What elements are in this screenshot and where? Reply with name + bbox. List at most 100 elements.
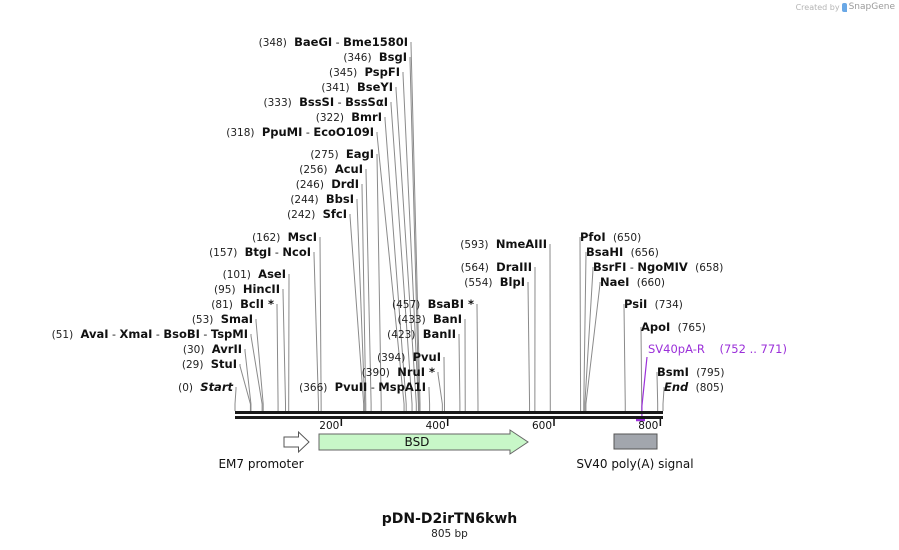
restriction-site-label[interactable]: (593) NmeAIII <box>460 237 547 251</box>
enzyme-name: BsaHI <box>586 245 623 259</box>
ruler-tick-label: 200 <box>319 420 339 432</box>
enzyme-name: ApoI <box>641 320 670 334</box>
enzyme-name: PfoI <box>580 230 606 244</box>
restriction-site-label[interactable]: (457) BsaBI * <box>392 297 474 311</box>
restriction-site-label[interactable]: (275) EagI <box>310 147 374 161</box>
ruler-bottom-strand <box>235 416 663 419</box>
primer-sv40pa-r[interactable]: SV40pA-R (752 .. 771) <box>636 342 787 422</box>
restriction-site-label[interactable]: NaeI (660) <box>600 275 665 289</box>
restriction-site-label[interactable]: (318) PpuMI - EcoO109I <box>226 125 374 139</box>
restriction-site-label[interactable]: (244) BbsI <box>290 192 354 206</box>
restriction-site-label[interactable]: (423) BanII <box>387 327 456 341</box>
restriction-site-label[interactable]: ApoI (765) <box>641 320 706 334</box>
feature-polyA[interactable]: SV40 poly(A) signal <box>576 433 694 471</box>
svg-text:(394) PvuI: (394) PvuI <box>377 350 441 364</box>
site-position: (341) <box>321 82 349 94</box>
svg-text:(564) DraIII: (564) DraIII <box>461 260 532 274</box>
site-position: (805) <box>696 382 724 394</box>
restriction-site-label[interactable]: (30) AvrII <box>183 342 242 356</box>
restriction-site-label[interactable]: (341) BseYI <box>321 80 393 94</box>
svg-text:(157) BtgI - NcoI: (157) BtgI - NcoI <box>209 245 311 259</box>
enzyme-name: BtgI <box>245 245 272 259</box>
ruler-tick-label: 800 <box>638 420 658 432</box>
cut-site-line <box>395 87 417 411</box>
site-position: (423) <box>387 329 415 341</box>
restriction-site-label[interactable]: BsaHI (656) <box>586 245 659 259</box>
restriction-site-label[interactable]: (0) Start <box>178 380 233 394</box>
enzyme-name: BsoBI <box>163 327 200 341</box>
enzyme-name: BaeGI <box>294 35 332 49</box>
restriction-site-label[interactable]: BsmI (795) <box>657 365 724 379</box>
site-position: (345) <box>329 67 357 79</box>
cut-site-line <box>390 102 413 411</box>
credit-brand: SnapGene <box>848 2 895 12</box>
enzyme-name: BclI * <box>240 297 274 311</box>
site-position: (81) <box>211 299 233 311</box>
restriction-site-label[interactable]: End (805) <box>664 380 724 394</box>
restriction-site-label[interactable]: (346) BsgI <box>343 50 407 64</box>
restriction-site-label[interactable]: (345) PspFI <box>329 65 400 79</box>
primer-line <box>641 356 648 420</box>
cut-site-line <box>527 282 531 411</box>
cut-site-line <box>356 199 366 411</box>
site-position: (765) <box>678 322 706 334</box>
svg-text:(242) SfcI: (242) SfcI <box>287 207 347 221</box>
site-position: (348) <box>259 37 287 49</box>
restriction-site-label[interactable]: (81) BclI * <box>211 297 274 311</box>
site-position: (0) <box>178 382 193 394</box>
site-position: (157) <box>209 247 237 259</box>
restriction-site-label[interactable]: (95) HincII <box>214 282 280 296</box>
restriction-site-label[interactable]: (564) DraIII <box>461 260 532 274</box>
restriction-site-label[interactable]: (322) BmrI <box>316 110 382 124</box>
enzyme-name: EagI <box>346 147 374 161</box>
enzyme-name: NmeAIII <box>496 237 547 251</box>
site-position: (333) <box>264 97 292 109</box>
enzyme-name: StuI <box>211 357 237 371</box>
restriction-site-label[interactable]: PsiI (734) <box>624 297 683 311</box>
cut-site-line <box>244 349 252 411</box>
enzyme-name: TspMI <box>211 327 248 341</box>
svg-text:(51) AvaI - XmaI - BsoBI: (51) AvaI - XmaI - BsoBI - TspMI <box>52 327 248 341</box>
restriction-site-label[interactable]: (157) BtgI - NcoI <box>209 245 311 259</box>
restriction-site-label[interactable]: BsrFI - NgoMIV (658) <box>593 260 723 274</box>
ruler-tick-label: 400 <box>426 420 446 432</box>
restriction-site-label[interactable]: (51) AvaI - XmaI - BsoBI - TspMI <box>52 327 248 341</box>
cut-site-line <box>585 282 601 411</box>
feature-promoter[interactable]: EM7 promoter <box>218 430 310 471</box>
plasmid-name: pDN-D2irTN6kwh <box>381 511 518 527</box>
enzyme-name: MspA1I <box>378 380 426 394</box>
svg-text:(275) EagI: (275) EagI <box>310 147 374 161</box>
svg-text:(554) BlpI: (554) BlpI <box>464 275 525 289</box>
enzyme-name: PsiI <box>624 297 647 311</box>
restriction-site-label[interactable]: (554) BlpI <box>464 275 525 289</box>
svg-text:PsiI (734): PsiI (734) <box>624 297 683 311</box>
enzyme-name: SfcI <box>323 207 347 221</box>
feature-cds[interactable]: BSD <box>318 429 529 455</box>
restriction-site-label[interactable]: (162) MscI <box>252 230 317 244</box>
svg-text:(29) StuI: (29) StuI <box>182 357 237 371</box>
restriction-site-label[interactable]: (256) AcuI <box>299 162 363 176</box>
restriction-site-label[interactable]: (101) AseI <box>223 267 286 281</box>
restriction-site-label[interactable]: (242) SfcI <box>287 207 347 221</box>
enzyme-name: PvuI <box>413 350 441 364</box>
snapgene-credit: Created by SnapGene <box>796 2 895 12</box>
restriction-site-label[interactable]: (348) BaeGI - Bme1580I <box>259 35 408 49</box>
enzyme-name: AvrII <box>212 342 242 356</box>
enzyme-name: NgoMIV <box>637 260 687 274</box>
restriction-site-label[interactable]: PfoI (650) <box>580 230 641 244</box>
restriction-site-label[interactable]: (433) BanI <box>397 312 462 326</box>
restriction-site-label[interactable]: (246) DrdI <box>296 177 359 191</box>
cut-site-line <box>409 57 420 411</box>
restriction-site-label[interactable]: (390) NruI * <box>362 365 435 379</box>
restriction-site-label[interactable]: (366) PvuII - MspA1I <box>299 380 426 394</box>
cut-site-line <box>584 267 594 411</box>
primer-label: SV40pA-R (752 .. 771) <box>648 342 787 356</box>
site-position: (275) <box>310 149 338 161</box>
svg-text:(457) BsaBI *: (457) BsaBI * <box>392 297 474 311</box>
restriction-site-label[interactable]: (53) SmaI <box>192 312 253 326</box>
restriction-site-label[interactable]: (29) StuI <box>182 357 237 371</box>
svg-text:(341) BseYI: (341) BseYI <box>321 80 393 94</box>
restriction-site-label[interactable]: (394) PvuI <box>377 350 441 364</box>
restriction-site-label[interactable]: (333) BssSI - BssSαI <box>264 95 388 109</box>
